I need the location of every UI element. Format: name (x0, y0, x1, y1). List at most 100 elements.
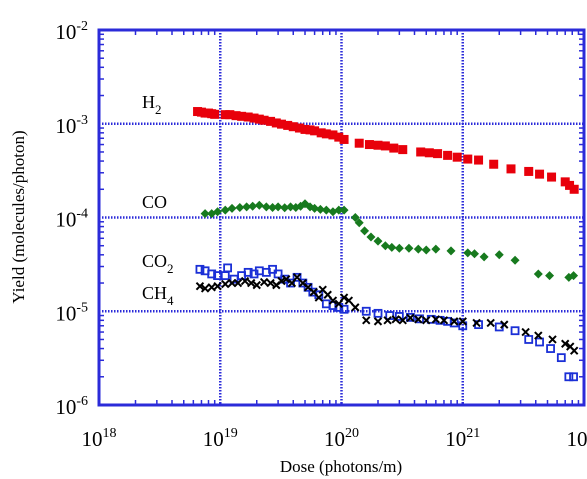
point-CO (387, 242, 397, 252)
point-H2 (565, 180, 575, 190)
point-H2 (300, 124, 310, 134)
y-axis-title: Yield (molecules/photon) (9, 130, 28, 303)
point-CO (354, 218, 364, 228)
point-CO2 (415, 314, 424, 324)
series-label-CO: CO (142, 192, 167, 212)
x-tick-label: 1019 (203, 426, 238, 451)
point-H2 (231, 111, 241, 121)
x-tick-label: 1018 (82, 426, 117, 451)
series-CO (200, 199, 579, 282)
point-CH4 (233, 278, 243, 288)
point-CO (470, 249, 480, 259)
point-H2 (547, 172, 557, 182)
point-CO (394, 243, 404, 253)
point-H2 (443, 150, 453, 160)
point-CO (510, 255, 520, 265)
point-CO (380, 241, 390, 251)
point-H2 (433, 149, 443, 159)
point-CH4 (328, 296, 338, 305)
point-CO (366, 232, 376, 242)
point-CH4 (472, 318, 481, 328)
point-CO (254, 200, 264, 210)
point-CH4 (422, 316, 431, 325)
point-CH4 (521, 327, 530, 337)
point-H2 (354, 138, 364, 148)
point-CH4 (458, 317, 467, 326)
y-tick-label: 10-6 (55, 394, 88, 419)
point-CO (310, 203, 320, 213)
point-CO (494, 250, 504, 260)
point-CH4 (362, 316, 371, 325)
point-CO (286, 202, 296, 212)
point-CO (268, 202, 278, 212)
y-tick-label: 10-3 (55, 113, 88, 138)
point-CH4 (406, 313, 415, 323)
point-H2 (373, 140, 383, 150)
point-H2 (305, 125, 315, 135)
point-H2 (398, 145, 408, 155)
point-CO (479, 252, 489, 262)
point-H2 (506, 164, 516, 174)
point-CO (220, 205, 230, 215)
point-CO2 (569, 372, 578, 382)
point-H2 (463, 154, 473, 164)
point-CH4 (431, 315, 441, 324)
point-CH4 (344, 296, 354, 305)
data-points (193, 107, 579, 382)
point-H2 (254, 114, 264, 124)
point-CO2 (339, 304, 349, 314)
point-H2 (339, 134, 349, 144)
point-CH4 (266, 278, 275, 288)
point-CH4 (339, 293, 349, 302)
series-label-H2: H2 (142, 92, 162, 117)
series-labels: H2 CO CO2 CH4 (142, 92, 174, 308)
point-CO2 (449, 318, 459, 328)
point-CH4 (282, 274, 291, 284)
point-H2 (334, 132, 344, 142)
point-CO (339, 205, 349, 215)
point-CH4 (500, 320, 509, 329)
point-CO2 (373, 308, 383, 318)
point-CH4 (351, 303, 360, 312)
point-H2 (416, 147, 426, 157)
point-CH4 (414, 315, 423, 324)
point-CH4 (534, 331, 543, 340)
point-CO2 (268, 264, 277, 274)
point-CO2 (535, 337, 544, 347)
point-CH4 (221, 279, 230, 289)
point-CH4 (213, 281, 222, 291)
point-CH4 (259, 277, 269, 287)
point-H2 (288, 122, 298, 132)
point-H2 (276, 119, 286, 129)
point-CO2 (524, 335, 534, 344)
point-CH4 (277, 276, 286, 286)
point-H2 (321, 129, 331, 139)
point-H2 (283, 120, 293, 130)
point-CO2 (303, 282, 313, 292)
point-H2 (569, 184, 579, 194)
point-CO2 (556, 353, 566, 363)
point-H2 (474, 155, 484, 165)
point-CO (242, 202, 252, 212)
point-CH4 (246, 278, 256, 288)
y-tick-label: 10-4 (55, 207, 88, 232)
point-CH4 (486, 318, 495, 328)
point-H2 (243, 112, 253, 122)
point-CH4 (383, 316, 392, 325)
point-H2 (316, 128, 326, 138)
point-CO (248, 201, 258, 211)
series-label-CO2: CO2 (142, 251, 174, 276)
point-H2 (249, 113, 259, 123)
point-CH4 (569, 346, 579, 355)
point-CO2 (394, 312, 404, 321)
point-H2 (424, 148, 434, 158)
x-tick-labels: 1018 1019 1020 1021 1022 (82, 426, 587, 451)
series-H2 (193, 107, 579, 194)
point-CO2 (361, 306, 371, 316)
point-CO (200, 209, 210, 219)
point-H2 (210, 109, 220, 119)
point-H2 (271, 118, 281, 128)
point-CO (373, 236, 383, 246)
point-CO (421, 245, 431, 255)
